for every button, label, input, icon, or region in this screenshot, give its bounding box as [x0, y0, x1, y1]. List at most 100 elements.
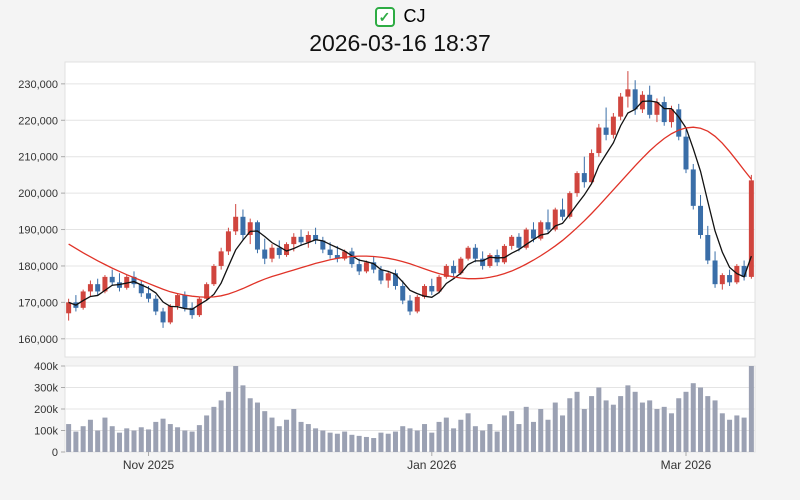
price-tick-label: 220,000: [18, 115, 58, 127]
volume-bar: [378, 432, 384, 452]
volume-bar: [741, 417, 747, 452]
candle-body: [291, 236, 297, 245]
volume-bar: [247, 398, 253, 452]
volume-bar: [516, 424, 522, 452]
candle-body: [748, 180, 754, 277]
volume-bar: [480, 430, 486, 452]
candle-body: [422, 285, 428, 297]
volume-bar: [87, 419, 93, 452]
volume-bar: [269, 417, 275, 452]
volume-bar: [66, 424, 72, 452]
candle-body: [211, 265, 217, 285]
candle-body: [501, 245, 507, 263]
volume-bar: [545, 419, 551, 452]
volume-bar: [218, 400, 224, 452]
volume-bar: [589, 396, 595, 452]
price-tick-label: 160,000: [18, 334, 58, 346]
volume-bar: [356, 435, 362, 452]
candle-body: [254, 222, 260, 250]
candle-body: [567, 193, 573, 217]
candle-body: [516, 236, 522, 248]
candle-body: [327, 249, 333, 256]
volume-bar: [385, 433, 391, 452]
volume-bar: [254, 402, 260, 452]
candle-body: [552, 209, 558, 230]
volume-bar: [146, 429, 152, 452]
volume-bar: [509, 411, 515, 452]
candle-body: [262, 249, 268, 259]
volume-bar: [661, 406, 667, 452]
volume-bar: [414, 430, 420, 452]
volume-bar: [102, 417, 108, 452]
candle-body: [305, 234, 311, 243]
candle-body: [429, 285, 435, 292]
volume-tick-label: 400k: [34, 361, 58, 373]
volume-bar: [647, 400, 653, 452]
volume-bar: [131, 430, 137, 452]
volume-bar: [276, 426, 282, 452]
volume-bar: [501, 415, 507, 452]
ma-slow-line: [68, 126, 752, 298]
volume-bar: [233, 366, 239, 452]
candle-body: [545, 222, 551, 230]
volume-bar: [175, 427, 181, 452]
candle-body: [204, 284, 210, 299]
candle-body: [356, 264, 362, 272]
candle-body: [284, 244, 290, 256]
candle-body: [581, 173, 587, 183]
candle-body: [465, 247, 471, 259]
volume-bar: [727, 419, 733, 452]
candle-body: [146, 293, 152, 299]
candle-body: [451, 265, 457, 274]
candle-body: [727, 275, 733, 283]
volume-bar: [284, 419, 290, 452]
volume-bar: [472, 426, 478, 452]
candle-body: [618, 96, 624, 117]
volume-bar: [632, 391, 638, 452]
volume-bar: [560, 415, 566, 452]
candle-body: [683, 136, 689, 170]
candle-body: [109, 276, 115, 283]
candle-body: [647, 94, 653, 115]
volume-tick-label: 100k: [34, 426, 58, 438]
volume-bar: [211, 406, 217, 452]
volume-bar: [530, 421, 536, 452]
volume-bar: [581, 409, 587, 452]
candle-body: [131, 276, 137, 285]
candle-body: [95, 284, 101, 292]
candle-body: [189, 307, 195, 316]
volume-bar: [451, 428, 457, 452]
volume-bar: [487, 424, 493, 452]
volume-bar: [625, 385, 631, 452]
candle-body: [349, 251, 355, 265]
volume-bar: [458, 419, 464, 452]
volume-bar: [668, 413, 674, 452]
title-row: ✓ CJ: [0, 4, 800, 29]
candle-body: [407, 300, 413, 312]
candle-body: [175, 295, 181, 307]
volume-bar: [95, 430, 101, 452]
price-tick-label: 190,000: [18, 225, 58, 237]
candle-body: [487, 255, 493, 266]
candle-body: [458, 258, 464, 274]
candle-body: [625, 89, 631, 97]
candle-body: [385, 273, 391, 281]
candle-body: [80, 291, 86, 308]
candle-body: [378, 269, 384, 281]
candle-body: [276, 247, 282, 256]
candle-body: [589, 153, 595, 183]
volume-bar: [596, 387, 602, 452]
volume-bar: [698, 387, 704, 452]
candle-body: [334, 255, 340, 259]
candle-body: [668, 109, 674, 123]
price-tick-label: 230,000: [18, 79, 58, 91]
candle-body: [153, 298, 159, 312]
volume-bar: [262, 411, 268, 452]
volume-bar: [422, 424, 428, 452]
checkbox-icon[interactable]: ✓: [374, 6, 395, 27]
candle-body: [705, 234, 711, 261]
candle-body: [320, 240, 326, 250]
candle-body: [167, 306, 173, 323]
candle-body: [596, 127, 602, 154]
volume-bar: [305, 424, 311, 452]
